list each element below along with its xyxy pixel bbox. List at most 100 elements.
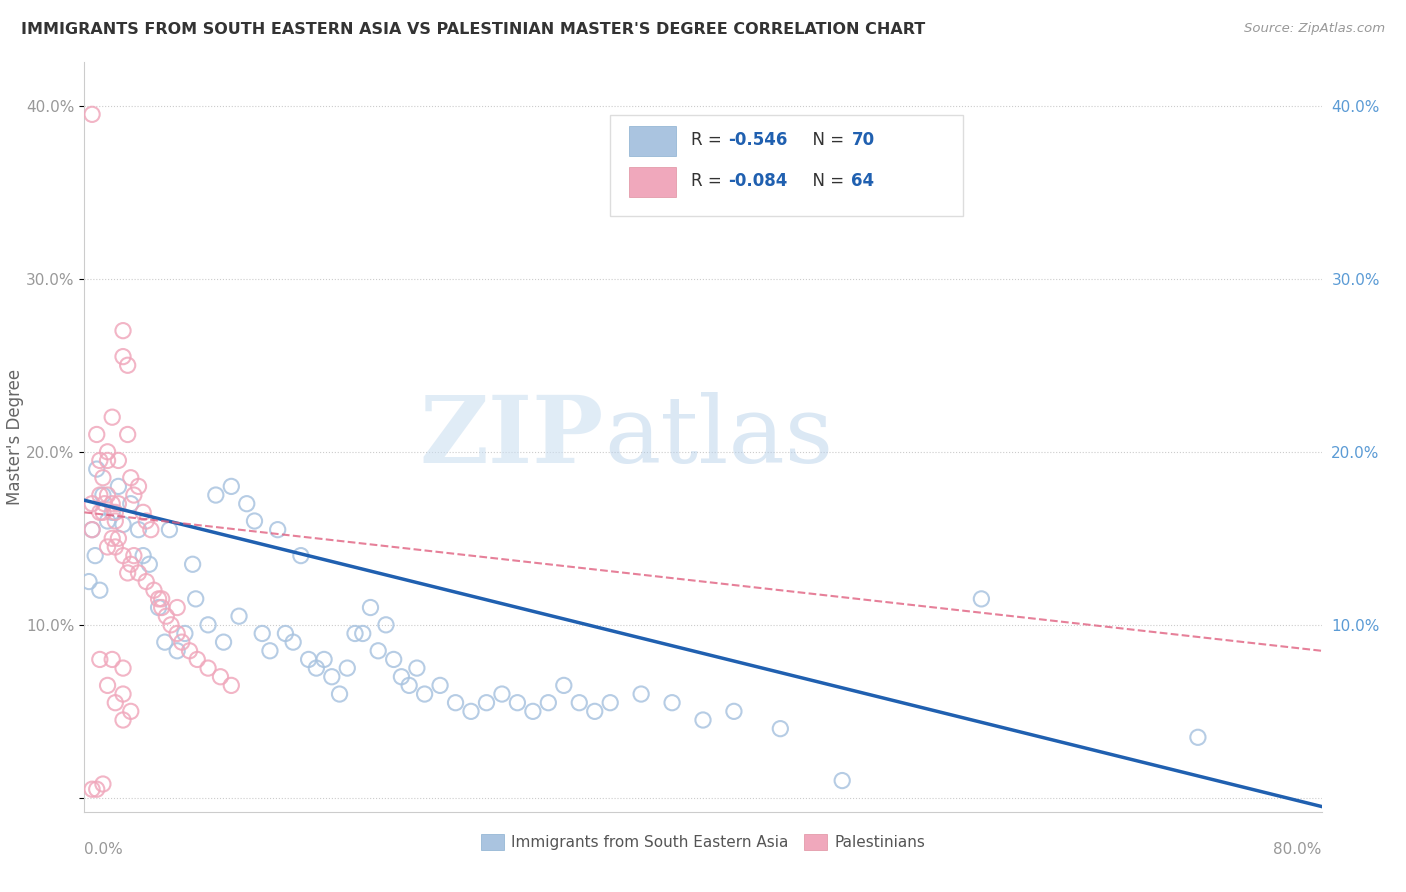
Point [297, 652, 319, 666]
Point [166, 644, 188, 658]
Point [250, 626, 273, 640]
Point [107, 453, 129, 467]
Point [101, 652, 124, 666]
Point [117, 358, 139, 372]
Point [82, 523, 104, 537]
Point [267, 523, 290, 537]
Point [506, 696, 529, 710]
Point [429, 678, 451, 692]
Point [389, 670, 413, 684]
Point [305, 661, 328, 675]
Point [127, 566, 149, 580]
Bar [628, 168, 676, 197]
Point [89, 453, 111, 467]
Point [243, 514, 266, 528]
Point [197, 661, 219, 675]
Point [491, 687, 513, 701]
Text: ZIP: ZIP [420, 392, 605, 482]
Point [104, 540, 127, 554]
Point [112, 661, 135, 675]
Point [107, 479, 129, 493]
Point [101, 410, 124, 425]
Point [112, 517, 135, 532]
Text: -0.084: -0.084 [728, 172, 787, 190]
Text: R =: R = [690, 172, 727, 190]
Point [219, 678, 242, 692]
Point [413, 687, 436, 701]
Point [235, 497, 259, 511]
Y-axis label: Master's Degree: Master's Degree [6, 369, 24, 505]
Point [91, 505, 114, 519]
Point [96, 514, 118, 528]
Bar [628, 126, 676, 156]
Point [170, 635, 193, 649]
Point [112, 324, 135, 338]
Text: IMMIGRANTS FROM SOUTH EASTERN ASIA VS PALESTINIAN MASTER'S DEGREE CORRELATION CH: IMMIGRANTS FROM SOUTH EASTERN ASIA VS PA… [21, 22, 925, 37]
Point [274, 626, 297, 640]
Point [82, 523, 104, 537]
Point [82, 497, 104, 511]
Point [120, 704, 142, 718]
Point [96, 678, 118, 692]
Point [107, 531, 129, 545]
Point [405, 661, 427, 675]
Point [212, 635, 235, 649]
Point [374, 617, 398, 632]
Point [661, 696, 683, 710]
Point [831, 773, 853, 788]
Point [475, 696, 498, 710]
Point [82, 107, 104, 121]
Point [382, 652, 405, 666]
Point [89, 583, 111, 598]
Point [568, 696, 591, 710]
Point [970, 591, 993, 606]
Point [104, 514, 127, 528]
Point [139, 523, 162, 537]
Point [179, 644, 201, 658]
Point [91, 488, 114, 502]
Point [184, 591, 207, 606]
Point [174, 626, 197, 640]
Point [86, 427, 108, 442]
Text: 0.0%: 0.0% [84, 842, 124, 857]
Point [159, 523, 180, 537]
Point [219, 479, 242, 493]
Point [101, 497, 124, 511]
Point [132, 505, 155, 519]
Point [150, 591, 173, 606]
Point [155, 609, 177, 624]
Point [138, 558, 160, 572]
Point [84, 549, 107, 563]
Text: 70: 70 [852, 130, 875, 149]
Point [101, 531, 124, 545]
Point [122, 488, 145, 502]
Point [104, 505, 127, 519]
Point [96, 453, 118, 467]
Point [120, 471, 142, 485]
Point [112, 350, 135, 364]
Point [89, 652, 111, 666]
Point [197, 617, 219, 632]
Point [132, 549, 155, 563]
Point [122, 549, 145, 563]
Point [599, 696, 621, 710]
Text: -0.546: -0.546 [728, 130, 787, 149]
Point [259, 644, 281, 658]
Point [117, 427, 139, 442]
Point [186, 652, 208, 666]
Point [160, 617, 183, 632]
Point [209, 670, 232, 684]
Point [112, 713, 135, 727]
Point [360, 600, 382, 615]
Point [96, 540, 118, 554]
Point [127, 479, 149, 493]
Point [101, 505, 124, 519]
Point [769, 722, 792, 736]
Point [107, 497, 129, 511]
Point [91, 471, 114, 485]
Point [135, 574, 157, 589]
Point [723, 704, 745, 718]
Point [89, 505, 111, 519]
Point [120, 497, 142, 511]
Text: 64: 64 [852, 172, 875, 190]
